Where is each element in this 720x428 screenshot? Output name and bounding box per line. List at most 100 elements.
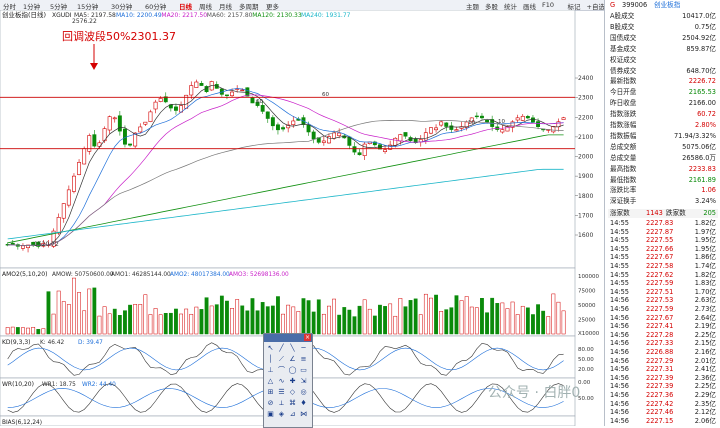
tick-row: 14:56 2227.31 2.41亿 bbox=[608, 365, 718, 374]
period-tab-7[interactable]: 周线 bbox=[199, 3, 212, 11]
volume-bar bbox=[36, 329, 41, 335]
stat-label: 最高指数 bbox=[610, 164, 637, 173]
stat-label: 最新指数 bbox=[610, 77, 637, 86]
draw-tool-icon[interactable]: ⌘ bbox=[289, 399, 296, 407]
close-icon[interactable]: × bbox=[304, 334, 311, 341]
drawing-tool-palette[interactable]: × ↖ ╱ ╲ ─ │ ⟋ ∠ ≡ ⊥ ⌒ ◯ ▭ △ ∿ ✚ ⇲ ⊞ ☰ ◇ ◎ ⊘ ⟂ ⌘ ♦ ▣ ◈ ⊿ ⋈ bbox=[263, 333, 313, 428]
toolbar-action-1[interactable]: 多股 bbox=[485, 3, 498, 11]
draw-tool-icon[interactable]: ∠ bbox=[289, 355, 296, 363]
tick-time: 14:56 bbox=[610, 391, 630, 399]
volume-bar bbox=[270, 305, 275, 335]
candle-body bbox=[77, 162, 82, 175]
toolbar-action-6[interactable]: +自选 bbox=[586, 3, 605, 11]
kd-axis-label: 20.00 bbox=[578, 367, 594, 373]
draw-tool-icon[interactable]: ♦ bbox=[300, 399, 307, 407]
period-tab-8[interactable]: 月线 bbox=[219, 3, 232, 11]
tick-volume: 2.06亿 bbox=[694, 416, 716, 425]
ma60-line bbox=[7, 119, 564, 246]
volume-bar bbox=[357, 305, 362, 335]
draw-tool-icon[interactable]: ≡ bbox=[300, 355, 307, 363]
candle-body bbox=[561, 117, 566, 120]
toolbar-action-2[interactable]: 统计 bbox=[504, 3, 517, 11]
draw-tool-icon[interactable]: ─ bbox=[301, 344, 306, 352]
period-tab-4[interactable]: 30分钟 bbox=[111, 3, 133, 11]
volume-bar bbox=[245, 310, 250, 335]
toolbar-action-4[interactable]: F10 bbox=[542, 1, 555, 9]
volume-bar bbox=[352, 316, 357, 335]
stat-row: 指数涨跌 60.72 bbox=[608, 110, 718, 119]
draw-tool-icon[interactable]: ✚ bbox=[289, 377, 296, 385]
period-tab-3[interactable]: 15分钟 bbox=[77, 3, 99, 11]
candle-body bbox=[428, 127, 433, 134]
candle-body bbox=[362, 143, 367, 156]
candle-body bbox=[398, 134, 403, 142]
volume-bar bbox=[418, 314, 423, 335]
draw-tool-icon[interactable]: ╱ bbox=[279, 344, 284, 352]
volume-bar bbox=[525, 307, 530, 335]
period-tab-5[interactable]: 60分钟 bbox=[145, 3, 167, 11]
stat-value: 1.06 bbox=[701, 186, 716, 195]
stat-row: 最高指数 2233.83 bbox=[608, 165, 718, 174]
period-tab-9[interactable]: 多周期 bbox=[239, 3, 259, 11]
volume-bar bbox=[474, 307, 479, 335]
draw-tool-icon[interactable]: ╲ bbox=[290, 344, 295, 352]
palette-titlebar[interactable] bbox=[264, 334, 312, 342]
draw-tool-icon[interactable]: ⊘ bbox=[267, 399, 274, 407]
draw-tool-icon[interactable]: ↖ bbox=[267, 344, 274, 352]
period-tab-0[interactable]: 分时 bbox=[3, 3, 16, 11]
updown-down-label: 跌家数 bbox=[666, 209, 686, 217]
draw-tool-icon[interactable]: ▭ bbox=[300, 366, 307, 374]
ma-legend-ma240: MA240: 1931.77 bbox=[301, 12, 351, 19]
draw-tool-icon[interactable]: ∿ bbox=[278, 377, 285, 385]
volume-bar bbox=[500, 302, 505, 335]
volume-bar bbox=[311, 311, 316, 335]
tick-time: 14:55 bbox=[610, 236, 630, 245]
volume-axis-label: 25000 bbox=[578, 318, 596, 324]
candle-body bbox=[281, 127, 286, 130]
draw-tool-icon[interactable]: ⋈ bbox=[300, 410, 307, 418]
draw-tool-icon[interactable]: ⇲ bbox=[300, 377, 307, 385]
tick-time: 14:55 bbox=[610, 253, 630, 262]
draw-tool-icon[interactable]: △ bbox=[267, 377, 274, 385]
draw-tool-icon[interactable]: ◈ bbox=[278, 410, 285, 418]
volume-bar bbox=[505, 308, 510, 335]
volume-bar bbox=[291, 306, 296, 335]
toolbar-action-3[interactable]: 画线 bbox=[523, 3, 536, 11]
volume-bar bbox=[469, 306, 474, 335]
period-tab-6[interactable]: 日线 bbox=[179, 3, 192, 11]
tick-time: 14:55 bbox=[610, 287, 630, 296]
period-tab-1[interactable]: 1分钟 bbox=[23, 3, 41, 11]
tick-time: 14:56 bbox=[610, 305, 630, 313]
tick-row: 14:56 2227.41 2.19亿 bbox=[608, 322, 718, 331]
updown-row: 涨家数 1143 跌家数 205 bbox=[608, 209, 718, 218]
volume-bar bbox=[143, 294, 148, 335]
draw-tool-icon[interactable]: ▣ bbox=[267, 410, 274, 418]
updown-up-count: 1143 bbox=[646, 209, 663, 217]
draw-tool-icon[interactable]: ☰ bbox=[278, 388, 285, 396]
draw-tool-icon[interactable]: │ bbox=[268, 355, 273, 363]
low-price-label: 1520.72 bbox=[34, 241, 59, 248]
tick-price: 2226.88 bbox=[646, 348, 674, 356]
period-tab-10[interactable]: 更多 bbox=[266, 3, 279, 11]
volume-bar bbox=[367, 308, 372, 335]
draw-tool-icon[interactable]: ⊥ bbox=[267, 366, 274, 374]
draw-tool-icon[interactable]: ◎ bbox=[300, 388, 307, 396]
volume-bar bbox=[92, 287, 97, 335]
draw-tool-icon[interactable]: ◯ bbox=[288, 366, 297, 374]
draw-tool-icon[interactable]: ◇ bbox=[289, 388, 296, 396]
draw-tool-icon[interactable]: ⊞ bbox=[267, 388, 274, 396]
candle-body bbox=[515, 117, 520, 121]
tick-row: 14:56 2227.39 2.25亿 bbox=[608, 382, 718, 391]
period-tab-2[interactable]: 5分钟 bbox=[50, 3, 68, 11]
toolbar-action-0[interactable]: 主题 bbox=[466, 3, 479, 11]
draw-tool-icon[interactable]: ⟋ bbox=[279, 355, 284, 363]
draw-tool-icon[interactable]: ⊿ bbox=[289, 410, 296, 418]
tick-row: 14:55 2227.67 1.86亿 bbox=[608, 253, 718, 262]
draw-tool-icon[interactable]: ⌒ bbox=[278, 366, 285, 374]
draw-tool-icon[interactable]: ⟂ bbox=[279, 399, 284, 407]
volume-bar bbox=[531, 314, 535, 335]
volume-bar bbox=[403, 306, 408, 335]
volume-bar bbox=[51, 313, 56, 335]
tick-time: 14:56 bbox=[610, 373, 630, 382]
toolbar-action-5[interactable]: 标记 bbox=[567, 3, 581, 11]
